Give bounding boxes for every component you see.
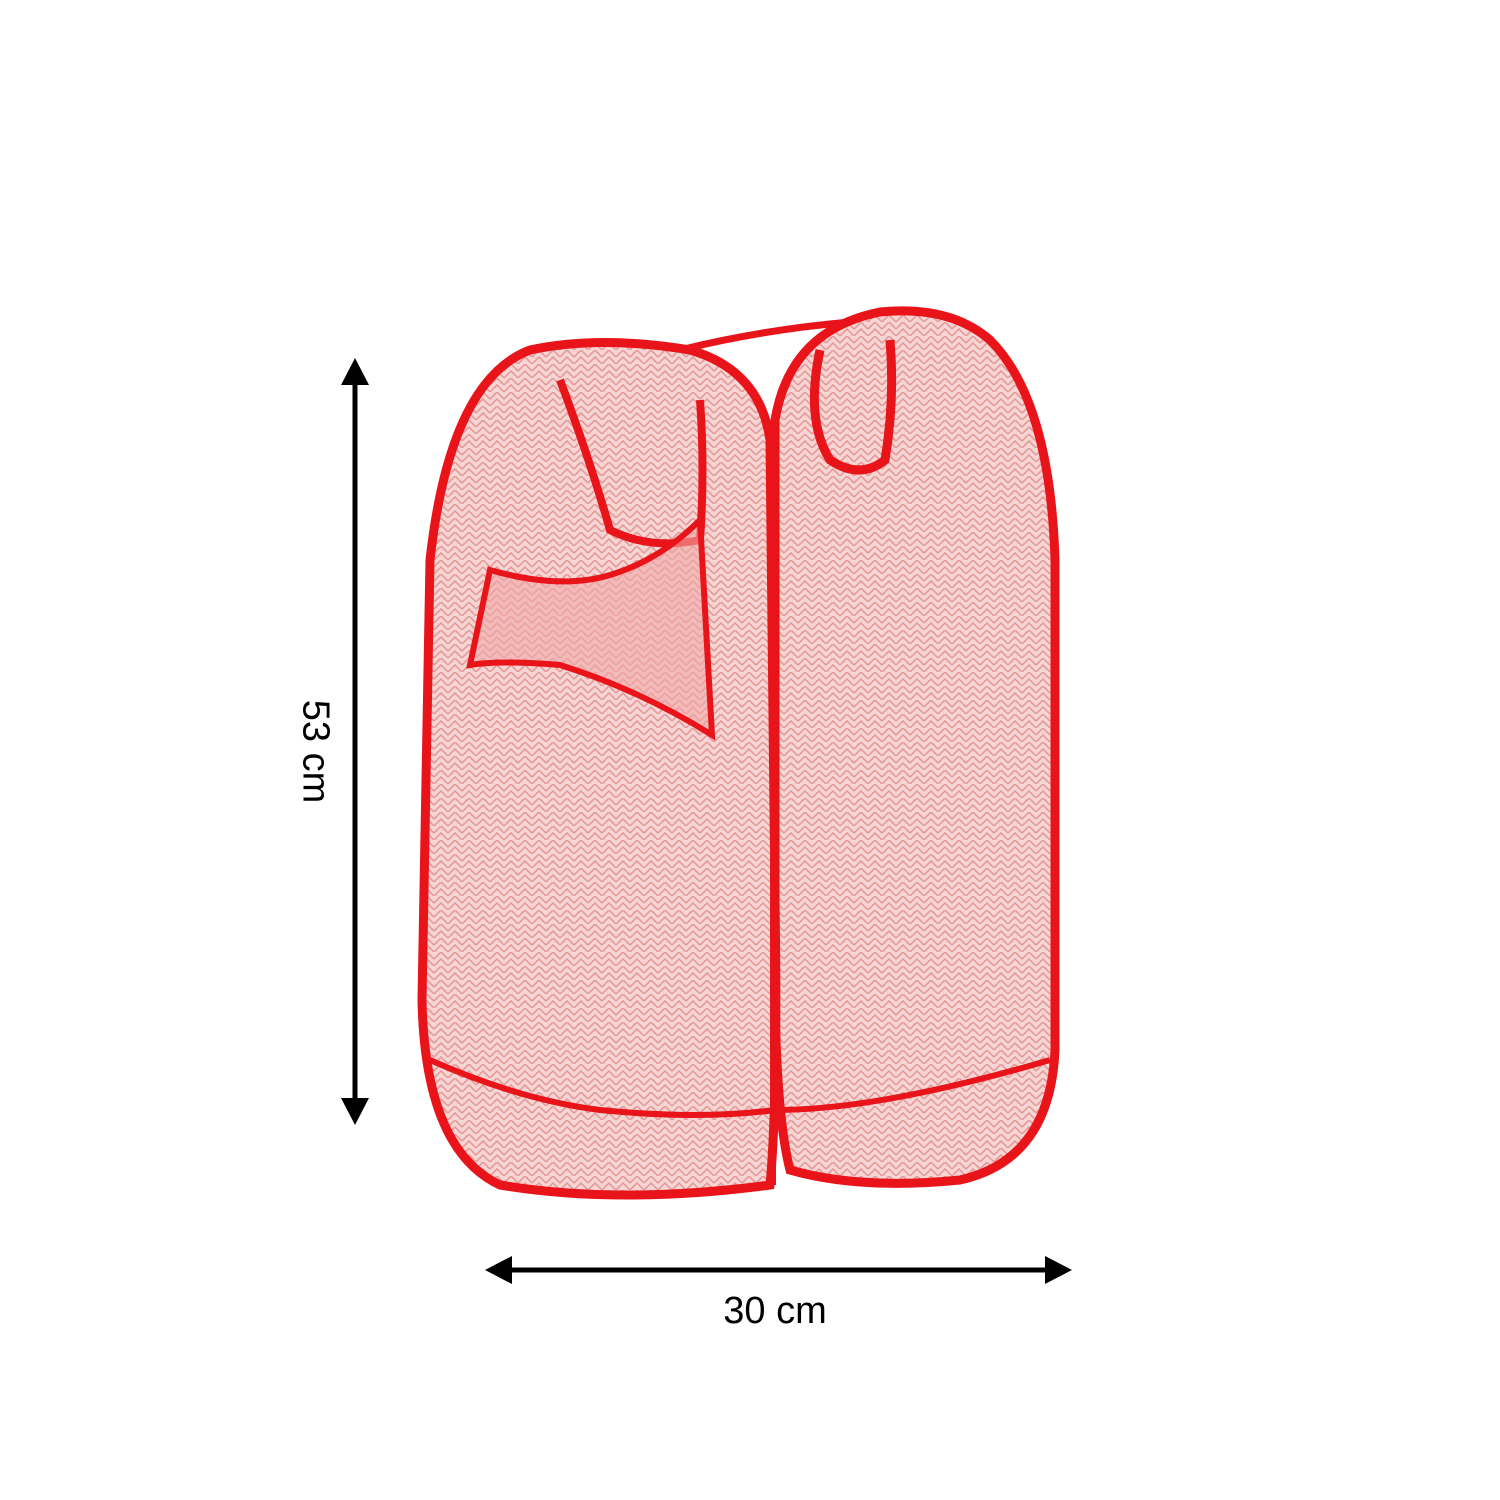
width-dimension-arrow xyxy=(485,1256,1072,1284)
hamper-right-panel xyxy=(770,306,1060,1188)
height-label: 53 cm xyxy=(294,699,337,804)
hamper-bottom-seam xyxy=(428,1057,1051,1118)
side-pocket xyxy=(466,513,716,741)
height-dimension-arrow xyxy=(341,358,369,1125)
hamper-left-panel xyxy=(417,338,781,1200)
left-handle xyxy=(556,378,707,548)
width-label: 30 cm xyxy=(723,1290,827,1332)
right-handle xyxy=(809,339,897,475)
